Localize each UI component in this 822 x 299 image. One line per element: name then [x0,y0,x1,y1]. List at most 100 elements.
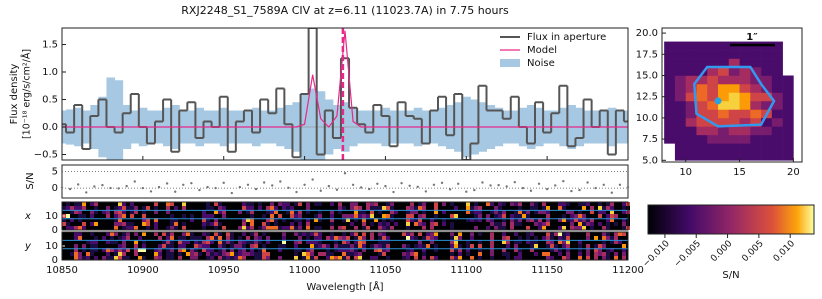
image-pixel [262,206,266,210]
image-pixel [278,256,282,260]
image-pixel [134,240,138,244]
image-pixel [362,202,366,206]
image-pixel [70,222,74,226]
image-pixel [70,256,74,260]
image-pixel [90,214,94,218]
image-pixel [378,202,382,206]
image-pixel [162,232,166,236]
image-pixel [278,210,282,214]
image-pixel [170,226,174,230]
image-pixel [210,244,214,248]
image-pixel [606,248,610,252]
image-pixel [414,214,418,218]
snr-point [222,181,225,185]
map-pixel [664,100,676,110]
image-pixel [410,214,414,218]
image-pixel [402,248,406,252]
image-pixel [514,218,518,222]
map-pixel [728,126,740,136]
image-pixel [314,210,318,214]
image-pixel [562,226,566,230]
image-pixel [178,232,182,236]
image-pixel [238,244,242,248]
image-pixel [262,222,266,226]
snr-point [76,183,80,186]
image-pixel [74,206,78,210]
image-pixel [354,240,358,244]
image-pixel [242,222,246,226]
image-pixel [166,252,170,256]
image-pixel [606,222,610,226]
image-pixel [74,214,78,218]
image-pixel [494,218,498,222]
image-pixel [110,248,114,252]
map-pixel [782,117,794,127]
image-pixel [430,236,434,240]
image-pixel [586,232,590,236]
image-pixel [534,256,538,260]
image-pixel [578,244,582,248]
image-pixel [582,218,586,222]
image-pixel [82,222,86,226]
image-pixel [394,226,398,230]
image-pixel [534,214,538,218]
image-pixel [474,214,478,218]
map-pixel [782,83,794,93]
image-pixel [306,226,310,230]
image-pixel [282,244,286,248]
image-pixel [474,202,478,206]
image-pixel [190,240,194,244]
map-pixel [664,117,676,127]
image-pixel [606,240,610,244]
image-pixel [74,248,78,252]
image-pixel [314,256,318,260]
image-pixel [210,210,214,214]
image-pixel [254,252,258,256]
image-pixel [190,206,194,210]
image-pixel [370,218,374,222]
image-pixel [574,206,578,210]
image-pixel [214,214,218,218]
map-pixel [761,117,773,127]
image-pixel [530,244,534,248]
image-pixel [158,236,162,240]
image-pixel [526,236,530,240]
image-pixel [314,240,318,244]
image-pixel [278,206,282,210]
image-pixel [242,218,246,222]
image-pixel [78,222,82,226]
image-pixel [278,202,282,206]
image-pixel [302,252,306,256]
map-pixel [674,134,686,144]
image-pixel [286,206,290,210]
image-pixel [614,226,618,230]
axes-frame [61,164,629,199]
image-pixel [614,206,618,210]
image-pixel [210,236,214,240]
image-pixel [490,214,494,218]
image-pixel [414,256,418,260]
colorbar-tick-label: 0.010 [772,239,797,264]
image-pixel [590,226,594,230]
image-pixel [162,240,166,244]
image-pixel [434,222,438,226]
map-pixel [707,41,719,51]
image-pixel [586,236,590,240]
colorbar-tick-label: 0.005 [740,239,765,264]
snr-point [570,189,573,193]
image-pixel [490,236,494,240]
image-pixel [154,210,158,214]
image-pixel [390,210,394,214]
image-pixel [594,252,598,256]
image-pixel [546,232,550,236]
image-pixel [246,202,250,206]
image-pixel [382,240,386,244]
map-pixel [707,92,719,102]
image-pixel [226,256,230,260]
image-pixel [298,226,302,230]
image-pixel [78,244,82,248]
image-pixel [402,232,406,236]
image-pixel [562,202,566,206]
map-pixel [685,75,697,85]
image-pixel [190,210,194,214]
